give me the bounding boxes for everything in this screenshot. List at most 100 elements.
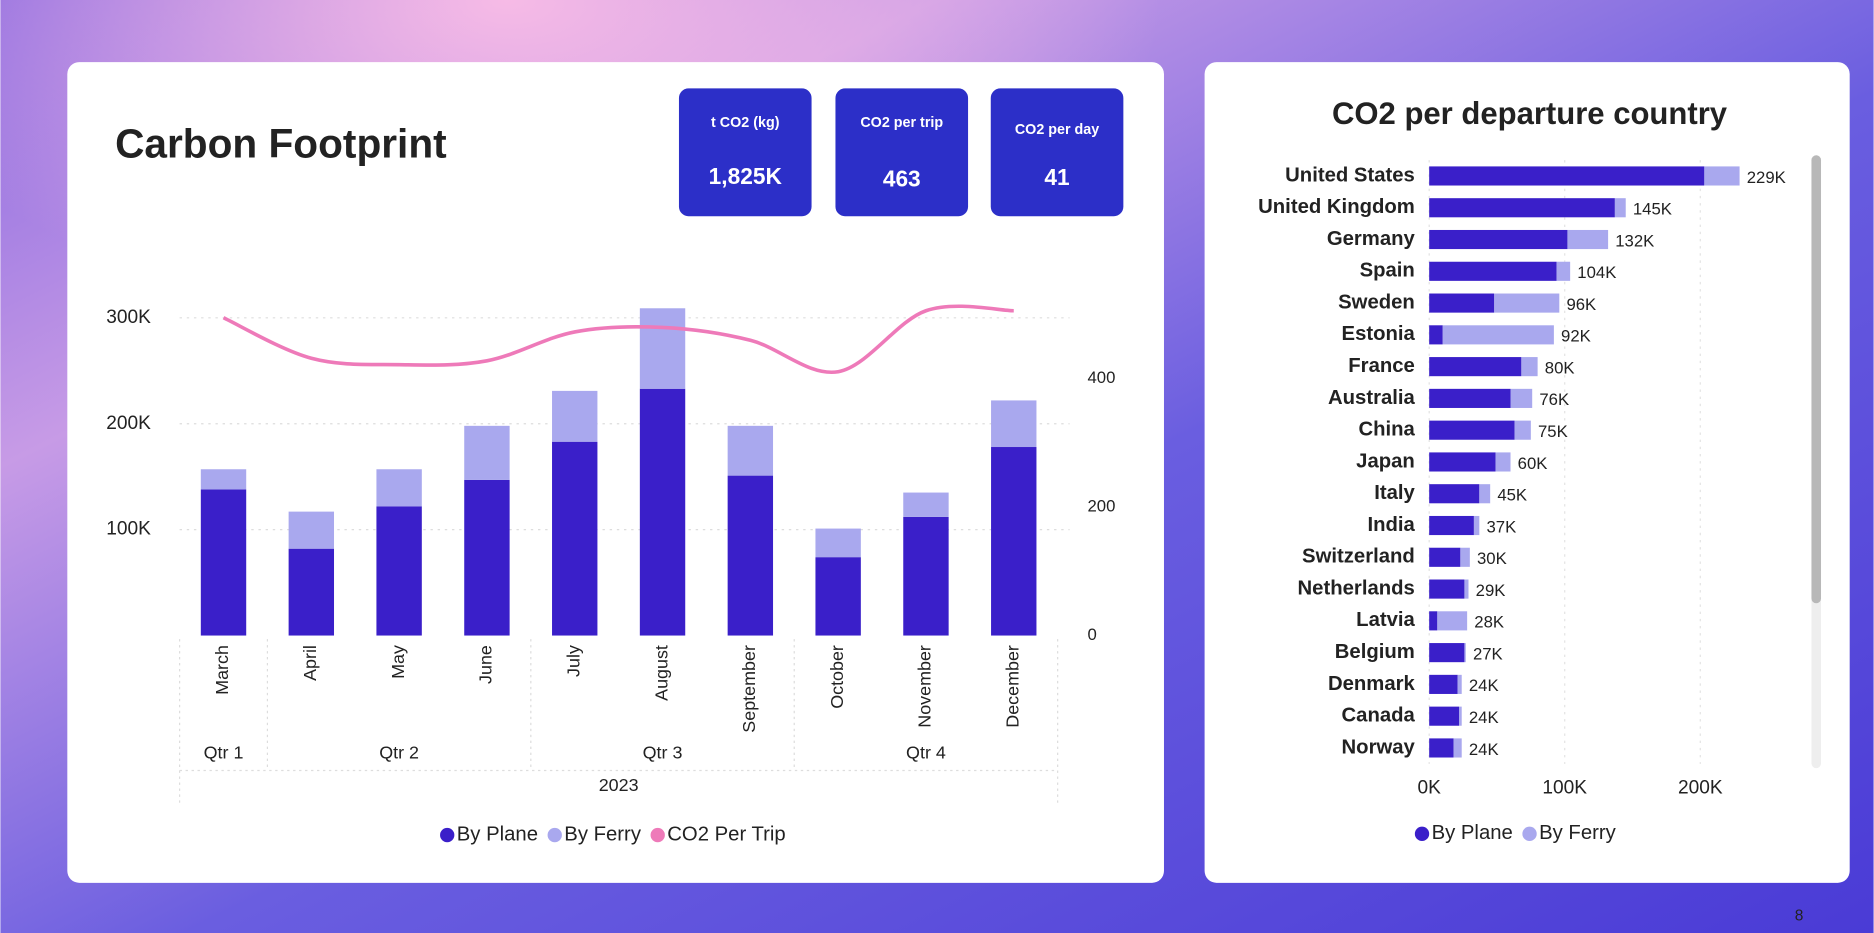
legend-label: CO2 Per Trip bbox=[667, 823, 785, 845]
bar bbox=[1464, 643, 1465, 662]
x-group-label: 2023 bbox=[599, 775, 639, 795]
y-tick-label: China bbox=[1358, 419, 1415, 441]
kpi-card-bg bbox=[835, 88, 968, 216]
bar bbox=[1479, 484, 1490, 503]
data-label: 24K bbox=[1469, 708, 1499, 727]
data-label: 104K bbox=[1577, 263, 1616, 282]
bar bbox=[1429, 675, 1457, 694]
y-tick-label: Belgium bbox=[1335, 641, 1415, 663]
bar bbox=[1557, 262, 1571, 281]
x-group-label: Qtr 3 bbox=[643, 743, 683, 763]
kpi-card: t CO2 (kg) 1,825K bbox=[679, 88, 812, 216]
x-tick-label: August bbox=[651, 645, 671, 701]
kpi-value: 463 bbox=[883, 165, 921, 191]
x-tick-label: March bbox=[212, 645, 232, 695]
bar bbox=[1460, 548, 1469, 567]
chart-title: CO2 per departure country bbox=[1332, 96, 1728, 131]
bar bbox=[1429, 294, 1494, 313]
data-label: 27K bbox=[1473, 644, 1503, 663]
bar bbox=[552, 442, 597, 636]
y-tick-label: Japan bbox=[1356, 450, 1415, 472]
y-tick-label: Latvia bbox=[1356, 609, 1415, 631]
x-tick-label: 100K bbox=[1542, 777, 1587, 798]
kpi-label: CO2 per day bbox=[1015, 122, 1099, 138]
x-tick-label: 200K bbox=[1678, 777, 1723, 798]
y-tick-label: Estonia bbox=[1342, 323, 1416, 345]
kpi-label: t CO2 (kg) bbox=[711, 115, 780, 131]
data-label: 92K bbox=[1561, 327, 1591, 346]
bar bbox=[1429, 643, 1464, 662]
x-tick-label: 0K bbox=[1417, 777, 1441, 798]
bar bbox=[1429, 198, 1615, 217]
legend-marker bbox=[1415, 827, 1429, 841]
bar bbox=[1429, 548, 1460, 567]
bar bbox=[1496, 452, 1511, 471]
bar bbox=[1515, 421, 1531, 440]
x-tick-label: December bbox=[1002, 645, 1022, 728]
bar bbox=[1429, 516, 1474, 535]
y-tick-label: Switzerland bbox=[1302, 546, 1415, 568]
bar bbox=[903, 493, 948, 517]
data-label: 30K bbox=[1477, 549, 1507, 568]
legend-marker bbox=[651, 828, 665, 842]
bar bbox=[1704, 166, 1739, 185]
bar bbox=[1494, 294, 1559, 313]
data-label: 80K bbox=[1545, 358, 1575, 377]
y-tick-label: Sweden bbox=[1338, 291, 1415, 313]
data-label: 24K bbox=[1469, 740, 1499, 759]
kpi-card: CO2 per trip 463 bbox=[835, 88, 968, 216]
x-tick-label: September bbox=[739, 645, 759, 733]
data-label: 37K bbox=[1487, 517, 1517, 536]
body: Carbon Footprint t CO2 (kg) 1,825K CO2 p… bbox=[0, 0, 1874, 933]
y2-tick-label: 200 bbox=[1088, 497, 1116, 516]
y-tick-label: Netherlands bbox=[1298, 577, 1415, 599]
x-group-label: Qtr 2 bbox=[379, 743, 419, 763]
y-tick-label: Australia bbox=[1328, 387, 1416, 409]
bar bbox=[728, 426, 773, 476]
kpi-card-bg bbox=[679, 88, 812, 216]
bar bbox=[1437, 611, 1467, 630]
x-tick-label: June bbox=[476, 645, 496, 684]
x-group-label: Qtr 1 bbox=[204, 743, 244, 763]
bar bbox=[376, 469, 421, 506]
y2-tick-label: 0 bbox=[1088, 625, 1097, 644]
legend-label: By Plane bbox=[457, 823, 538, 845]
dashboard: Carbon Footprint t CO2 (kg) 1,825K CO2 p… bbox=[0, 0, 1874, 933]
bar bbox=[1429, 580, 1464, 599]
page-number: 8 bbox=[1795, 907, 1804, 924]
bar bbox=[640, 389, 685, 636]
data-label: 28K bbox=[1474, 613, 1504, 632]
y-tick-label: France bbox=[1348, 355, 1415, 377]
data-label: 45K bbox=[1497, 486, 1527, 505]
data-label: 96K bbox=[1566, 295, 1596, 314]
x-tick-label: July bbox=[563, 645, 583, 677]
data-label: 76K bbox=[1539, 390, 1569, 409]
bar bbox=[1454, 738, 1462, 757]
bar bbox=[1429, 325, 1443, 344]
legend-marker bbox=[548, 828, 562, 842]
bar bbox=[464, 426, 509, 480]
page-title: Carbon Footprint bbox=[115, 121, 447, 167]
kpi-value: 41 bbox=[1044, 164, 1069, 190]
y-tick-label: Italy bbox=[1374, 482, 1415, 504]
bar bbox=[1429, 166, 1704, 185]
data-label: 60K bbox=[1518, 454, 1548, 473]
bar bbox=[289, 512, 334, 549]
y-tick-label: United Kingdom bbox=[1258, 196, 1415, 218]
bar bbox=[1464, 580, 1468, 599]
bar bbox=[1429, 389, 1510, 408]
kpi-card: CO2 per day 41 bbox=[991, 88, 1124, 216]
x-tick-label: April bbox=[300, 645, 320, 681]
y-tick-label: 100K bbox=[106, 519, 151, 540]
y-tick-label: Denmark bbox=[1328, 673, 1416, 695]
y-tick-label: India bbox=[1367, 514, 1415, 536]
data-label: 145K bbox=[1633, 200, 1672, 219]
bar bbox=[1429, 262, 1556, 281]
bar bbox=[201, 489, 246, 635]
bar bbox=[815, 529, 860, 558]
y-tick-label: Norway bbox=[1342, 736, 1416, 758]
y-tick-label: Germany bbox=[1327, 228, 1416, 250]
scrollbar-thumb[interactable] bbox=[1811, 155, 1821, 603]
x-tick-label: October bbox=[827, 645, 847, 709]
y-tick-label: 200K bbox=[106, 413, 151, 434]
